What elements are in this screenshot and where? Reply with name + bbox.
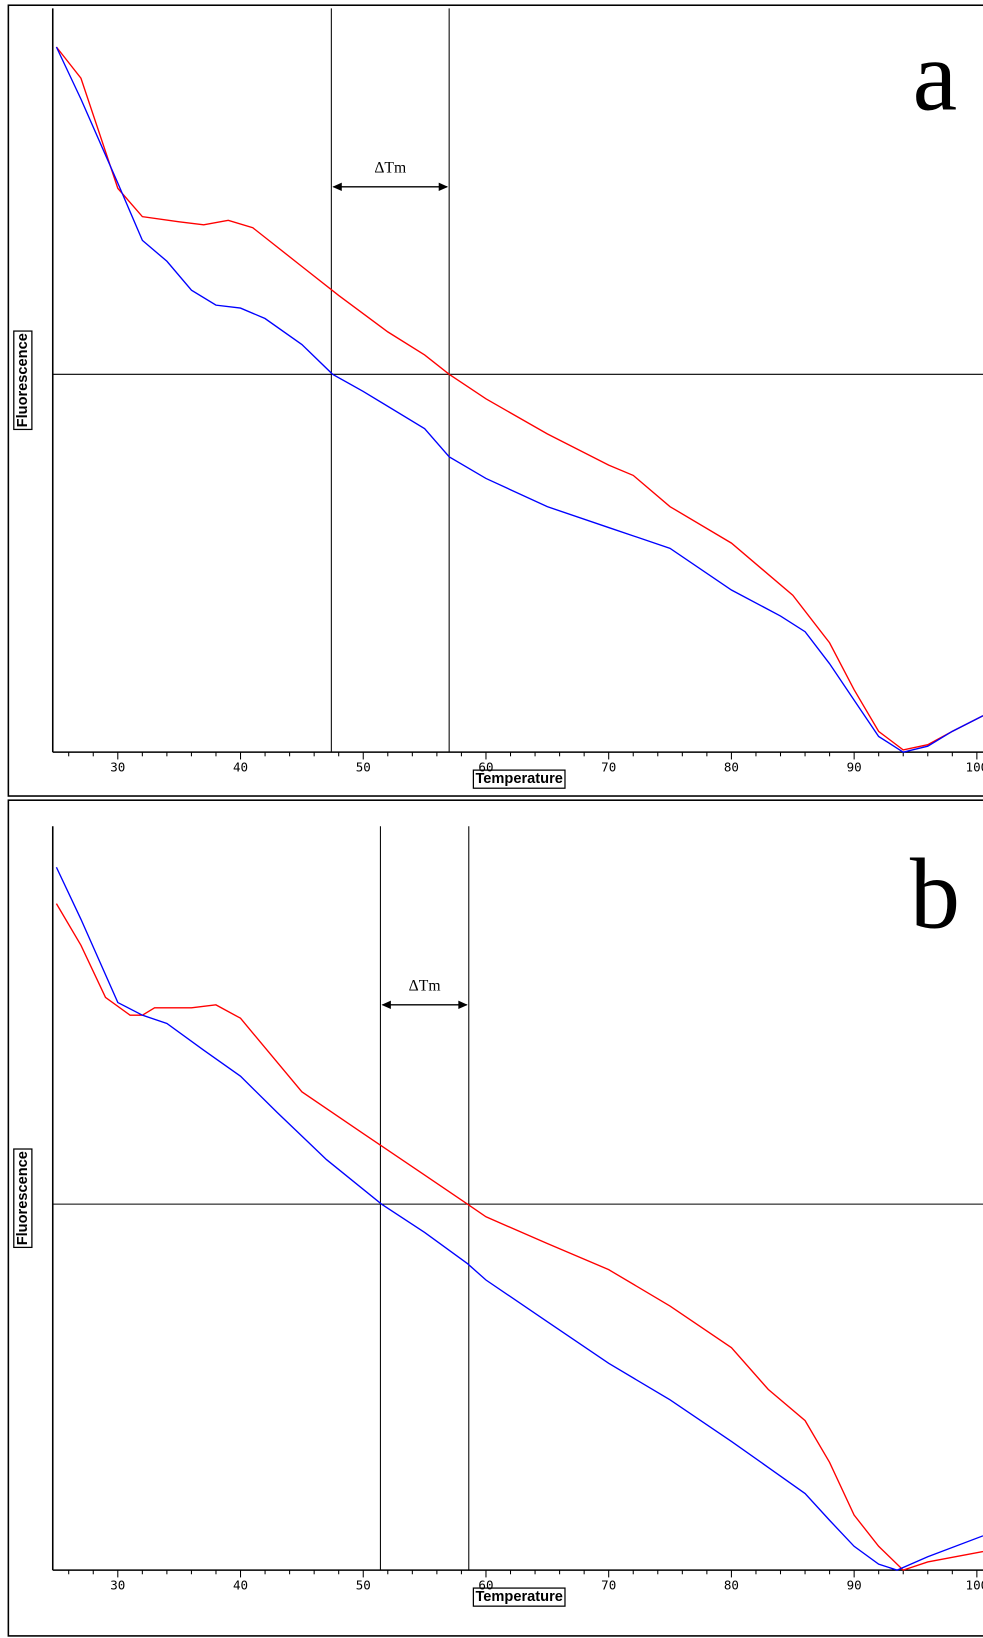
x-tick-label: 30 [110,759,125,774]
annotation: ΔTm [374,160,406,177]
panel-label: a [913,21,958,132]
x-tick-label: 100 [966,1577,983,1592]
x-tick-label: 90 [847,759,862,774]
x-tick-label: 50 [356,1577,371,1592]
arrow-head [381,1000,468,1009]
label-box [472,769,566,789]
y-axis-label: Fluorescence [15,1151,31,1245]
panel-border [7,799,983,1637]
x-tick-label: 30 [110,1577,125,1592]
x-axis-label: Temperature [475,771,562,787]
label-box [13,1148,33,1249]
data-line [55,46,983,753]
panel-border [7,4,983,797]
x-tick-label: 80 [724,759,739,774]
label-box [13,330,33,431]
data-line [55,866,983,1571]
panel-label: b [910,839,960,950]
x-tick-label: 70 [601,759,616,774]
annotation: ΔTm [409,978,441,995]
x-tick-label: 40 [233,759,248,774]
x-tick-label: 50 [356,759,371,774]
x-tick-label: 100 [966,759,983,774]
data-line [55,46,983,751]
x-tick-label: 40 [233,1577,248,1592]
x-axis-label: Temperature [475,1589,562,1605]
x-tick-label: 90 [847,1577,862,1592]
label-box [472,1587,566,1607]
y-axis-label: Fluorescence [15,333,31,427]
data-line [55,903,983,1571]
x-tick-label: 70 [601,1577,616,1592]
x-tick-label: 80 [724,1577,739,1592]
